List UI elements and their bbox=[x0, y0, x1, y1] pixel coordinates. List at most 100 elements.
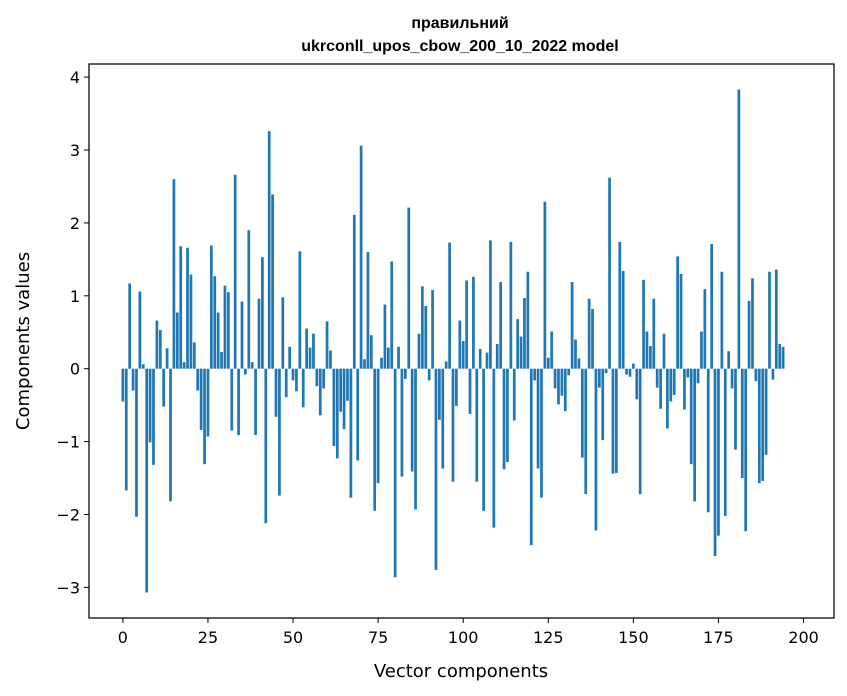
bar-130 bbox=[563, 368, 567, 411]
bar-84 bbox=[407, 207, 411, 369]
bar-11 bbox=[158, 330, 162, 369]
bar-179 bbox=[730, 368, 734, 389]
bar-173 bbox=[710, 244, 714, 369]
bar-123 bbox=[540, 368, 543, 498]
bar-20 bbox=[189, 274, 193, 369]
bar-158 bbox=[659, 368, 662, 409]
bar-83 bbox=[403, 368, 407, 379]
bar-143 bbox=[608, 177, 611, 369]
bar-121 bbox=[533, 368, 537, 381]
y-axis-ticks: −3 −2 −1 0 1 2 3 4 bbox=[56, 68, 89, 597]
bar-80 bbox=[393, 368, 397, 578]
bar-162 bbox=[672, 368, 676, 395]
bar-95 bbox=[444, 361, 448, 369]
bar-59 bbox=[322, 368, 326, 389]
bar-22 bbox=[196, 368, 200, 391]
bar-186 bbox=[754, 368, 758, 382]
bar-33 bbox=[233, 174, 237, 369]
bar-60 bbox=[325, 321, 329, 369]
bar-15 bbox=[172, 179, 176, 369]
bar-111 bbox=[499, 281, 502, 369]
bar-29 bbox=[220, 351, 223, 369]
bar-107 bbox=[485, 352, 489, 369]
bar-161 bbox=[669, 368, 673, 402]
chart-title-line-2: ukrconll_upos_cbow_200_10_2022 model bbox=[301, 38, 618, 55]
bar-100 bbox=[461, 341, 465, 369]
bar-171 bbox=[703, 289, 707, 369]
bar-50 bbox=[291, 368, 295, 381]
y-tick-label: 1 bbox=[70, 287, 80, 306]
bar-153 bbox=[642, 279, 645, 369]
bar-108 bbox=[489, 240, 492, 369]
bars-group bbox=[121, 89, 785, 593]
bar-134 bbox=[577, 358, 581, 369]
bar-6 bbox=[141, 364, 145, 369]
bar-184 bbox=[747, 300, 751, 369]
bar-164 bbox=[679, 273, 683, 369]
bar-13 bbox=[165, 348, 169, 369]
bar-40 bbox=[257, 298, 261, 369]
x-axis-label: Vector components bbox=[374, 661, 548, 682]
bar-178 bbox=[727, 351, 731, 369]
bar-104 bbox=[475, 368, 479, 482]
bar-62 bbox=[332, 368, 336, 446]
bar-146 bbox=[618, 241, 622, 369]
bar-127 bbox=[553, 368, 557, 389]
bar-89 bbox=[424, 306, 428, 369]
bar-132 bbox=[570, 281, 574, 369]
bar-117 bbox=[519, 336, 523, 369]
bar-54 bbox=[305, 328, 308, 369]
bar-68 bbox=[352, 214, 356, 369]
bar-91 bbox=[431, 289, 434, 369]
bar-163 bbox=[676, 256, 679, 369]
bar-41 bbox=[261, 257, 264, 369]
bar-3 bbox=[131, 368, 135, 391]
bar-148 bbox=[625, 368, 628, 375]
bar-88 bbox=[421, 286, 424, 369]
y-tick-label: −3 bbox=[56, 578, 80, 597]
y-axis-label: Components values bbox=[13, 252, 34, 430]
bar-4 bbox=[135, 368, 138, 517]
bar-75 bbox=[376, 368, 380, 484]
x-tick-label: 50 bbox=[283, 628, 303, 647]
bar-120 bbox=[529, 368, 533, 546]
bar-140 bbox=[597, 368, 601, 388]
bar-35 bbox=[240, 301, 244, 369]
bar-85 bbox=[410, 368, 414, 472]
bar-45 bbox=[274, 368, 278, 417]
x-axis-ticks: 0 25 50 75 100 125 150 175 200 bbox=[118, 618, 819, 647]
bar-81 bbox=[397, 346, 400, 369]
bar-189 bbox=[764, 368, 768, 455]
bar-166 bbox=[686, 368, 690, 378]
bar-154 bbox=[645, 331, 649, 369]
bar-174 bbox=[713, 368, 717, 557]
y-tick-label: −1 bbox=[56, 433, 80, 452]
bar-63 bbox=[335, 368, 339, 459]
bar-2 bbox=[128, 283, 132, 369]
bar-7 bbox=[145, 368, 149, 593]
bar-12 bbox=[162, 368, 166, 407]
bar-101 bbox=[465, 280, 468, 369]
bar-25 bbox=[206, 368, 210, 437]
bar-128 bbox=[557, 368, 560, 405]
bar-155 bbox=[649, 346, 652, 369]
bar-170 bbox=[700, 331, 703, 369]
bar-185 bbox=[751, 278, 754, 369]
bar-150 bbox=[632, 363, 635, 369]
bar-188 bbox=[761, 368, 765, 481]
bar-152 bbox=[638, 368, 642, 495]
bar-119 bbox=[526, 271, 530, 369]
bar-16 bbox=[175, 312, 179, 369]
bar-0 bbox=[121, 368, 125, 402]
bar-42 bbox=[264, 368, 268, 524]
bar-102 bbox=[468, 368, 472, 414]
y-tick-label: 0 bbox=[70, 360, 80, 379]
x-tick-label: 100 bbox=[448, 628, 479, 647]
bar-21 bbox=[192, 342, 196, 369]
bar-27 bbox=[213, 276, 217, 369]
bar-149 bbox=[628, 368, 632, 377]
bar-78 bbox=[386, 347, 390, 369]
bar-14 bbox=[169, 368, 172, 502]
bar-49 bbox=[288, 346, 291, 369]
